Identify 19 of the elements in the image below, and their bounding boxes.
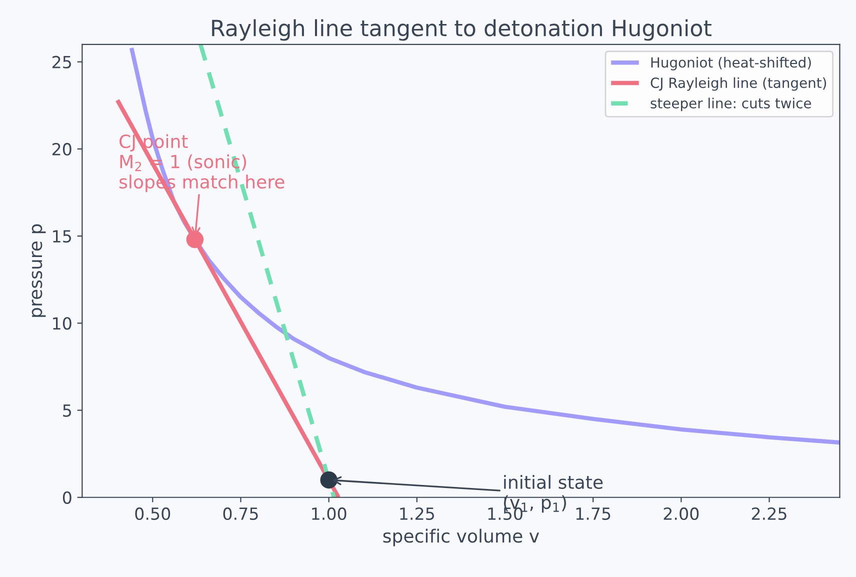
y-tick-label: 5	[63, 404, 71, 417]
x-tick-label: 1.25	[400, 507, 434, 520]
legend-label: steeper line: cuts twice	[650, 98, 812, 112]
x-tick-label: 1.00	[312, 507, 346, 520]
legend-label: CJ Rayleigh line (tangent)	[650, 77, 826, 91]
x-tick-label: 0.75	[223, 507, 258, 520]
x-axis-title: specific volume v	[383, 528, 540, 546]
legend-label: Hugoniot (heat-shifted)	[651, 56, 811, 70]
y-tick-label: 25	[52, 56, 71, 68]
x-tick-label: 0.50	[135, 507, 170, 520]
y-tick-label: 15	[53, 230, 71, 243]
y-tick-label: 20	[52, 142, 72, 156]
x-tick-label: 1.75	[576, 508, 610, 520]
y-axis-title: pressure p	[32, 224, 46, 317]
x-tick-label: 2.25	[752, 507, 786, 520]
y-tick-label: 10	[53, 317, 72, 330]
x-tick-label: 2.00	[664, 507, 699, 520]
chart-title: Rayleigh line tangent to detonation Hugoniot	[212, 19, 712, 41]
y-tick-label: 0	[62, 491, 72, 504]
